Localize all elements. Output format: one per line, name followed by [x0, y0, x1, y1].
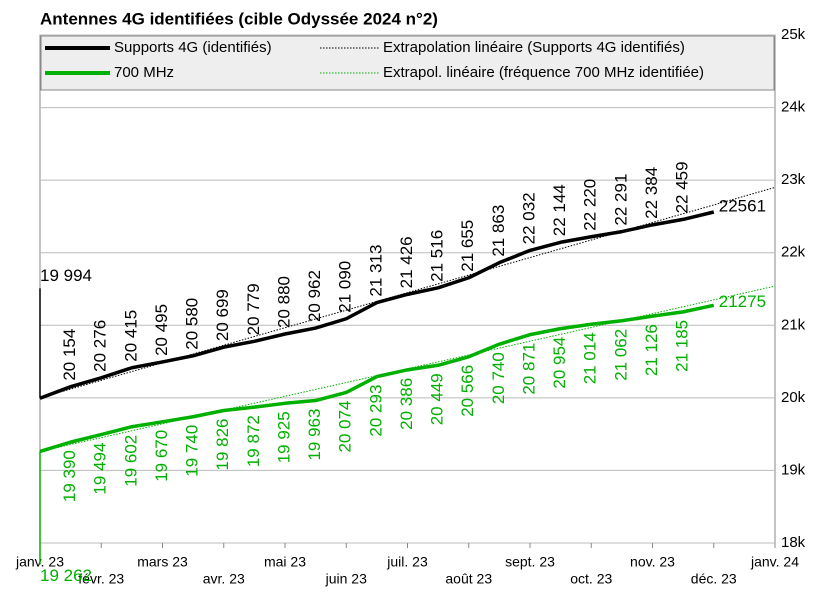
x-tick-label: sept. 23 — [505, 554, 555, 570]
y-tick-label: 21k — [781, 316, 806, 333]
data-label: 20 386 — [397, 378, 416, 430]
data-label: 21 090 — [336, 261, 355, 313]
data-label: 19 925 — [274, 411, 293, 463]
legend-label: 700 MHz — [114, 64, 174, 81]
data-label: 21 014 — [581, 332, 600, 384]
data-label: 22 220 — [581, 179, 600, 231]
data-label: 20 566 — [458, 365, 477, 417]
data-label: 21 126 — [642, 324, 661, 376]
data-label: 22561 — [719, 196, 766, 215]
data-label: 22 291 — [611, 174, 630, 226]
data-label: 19 740 — [183, 425, 202, 477]
x-tick-label: mars 23 — [137, 554, 188, 570]
data-label: 20 580 — [183, 298, 202, 350]
x-tick-label: juin 23 — [325, 571, 367, 587]
data-label: 19 262 — [40, 566, 92, 585]
data-label: 21 313 — [366, 245, 385, 297]
chart-title: Antennes 4G identifiées (cible Odyssée 2… — [40, 9, 438, 28]
x-tick-label: avr. 23 — [203, 571, 245, 587]
data-label: 19 994 — [40, 266, 92, 285]
x-tick-label: juil. 23 — [386, 554, 428, 570]
data-label: 22 032 — [519, 192, 538, 244]
data-label: 20 962 — [305, 270, 324, 322]
data-label: 20 740 — [489, 352, 508, 404]
data-label: 22 384 — [642, 167, 661, 219]
data-label: 19 872 — [244, 415, 263, 467]
data-label: 20 449 — [428, 373, 447, 425]
data-label: 21 426 — [397, 236, 416, 288]
legend-label: Extrapolation linéaire (Supports 4G iden… — [383, 39, 685, 56]
data-label: 20 495 — [152, 304, 171, 356]
y-tick-label: 22k — [781, 244, 806, 261]
legend-label: Supports 4G (identifiés) — [114, 39, 272, 56]
data-label: 22 144 — [550, 184, 569, 236]
series-line — [39, 210, 715, 400]
data-label: 20 880 — [274, 276, 293, 328]
y-tick-label: 20k — [781, 389, 806, 406]
trendline — [39, 285, 776, 452]
y-tick-label: 23k — [781, 171, 806, 188]
data-label: 20 871 — [519, 343, 538, 395]
data-label: 21275 — [719, 292, 766, 311]
data-label: 20 954 — [550, 337, 569, 389]
x-tick-label: janv. 24 — [750, 554, 799, 570]
data-label: 20 293 — [366, 385, 385, 437]
series-line — [39, 303, 715, 454]
data-label: 20 415 — [121, 310, 140, 362]
data-label: 21 655 — [458, 220, 477, 272]
data-label: 21 062 — [611, 329, 630, 381]
y-tick-label: 25k — [781, 26, 806, 43]
data-label: 19 826 — [213, 418, 232, 470]
data-label: 19 390 — [60, 450, 79, 502]
data-label: 20 276 — [91, 320, 110, 372]
data-label: 19 670 — [152, 430, 171, 482]
x-tick-label: févr. 23 — [78, 571, 124, 587]
x-tick-label: août 23 — [445, 571, 492, 587]
data-label: 22 459 — [673, 161, 692, 213]
data-label: 21 185 — [673, 320, 692, 372]
data-label: 21 516 — [428, 230, 447, 282]
data-label: 21 863 — [489, 205, 508, 257]
x-tick-label: déc. 23 — [691, 571, 737, 587]
y-tick-label: 19k — [781, 461, 806, 478]
y-tick-label: 24k — [781, 99, 806, 116]
y-tick-label: 18k — [781, 534, 806, 551]
plot-area — [39, 34, 776, 544]
data-label: 19 602 — [121, 435, 140, 487]
data-label: 19 494 — [91, 443, 110, 495]
data-label: 20 699 — [213, 289, 232, 341]
data-label: 20 154 — [60, 329, 79, 381]
legend-label: Extrapol. linéaire (fréquence 700 MHz id… — [383, 64, 704, 81]
data-label: 20 074 — [336, 400, 355, 452]
legend — [40, 35, 775, 91]
x-tick-label: mai 23 — [264, 554, 306, 570]
data-label: 20 779 — [244, 283, 263, 335]
x-tick-label: oct. 23 — [570, 571, 612, 587]
data-label: 19 963 — [305, 409, 324, 461]
x-tick-label: nov. 23 — [630, 554, 675, 570]
